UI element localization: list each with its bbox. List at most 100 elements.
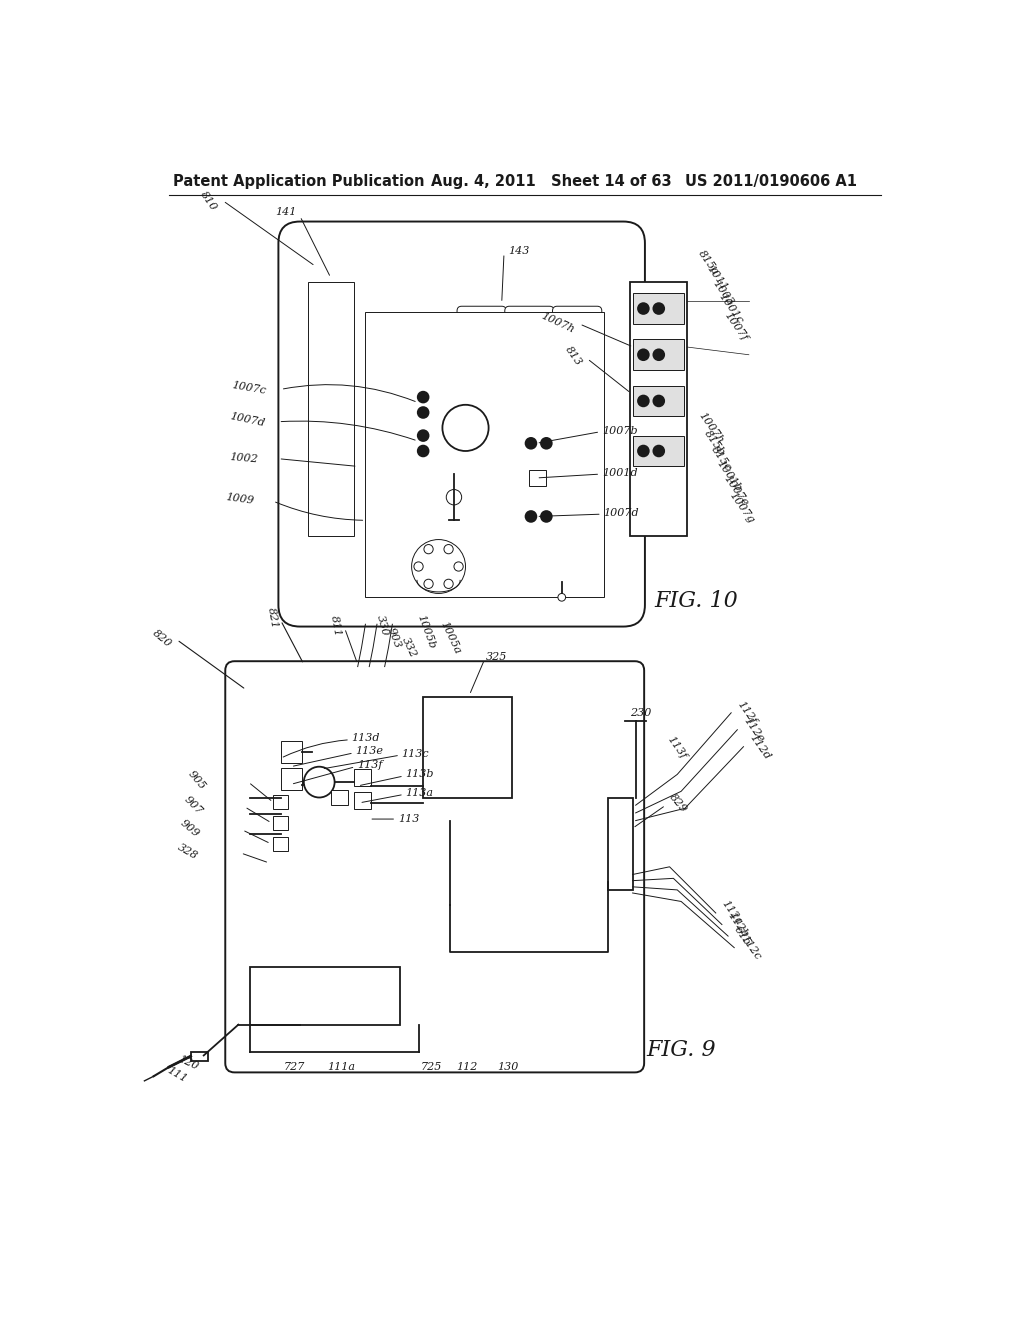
Text: 113f: 113f: [357, 760, 382, 770]
Text: 1005b: 1005b: [416, 614, 437, 651]
Text: 328: 328: [176, 842, 200, 861]
FancyBboxPatch shape: [505, 347, 554, 388]
Text: 903: 903: [386, 627, 402, 649]
Text: Patent Application Publication: Patent Application Publication: [173, 174, 424, 189]
Circle shape: [446, 490, 462, 506]
Text: FIG. 10: FIG. 10: [654, 590, 738, 612]
Text: FIG. 9: FIG. 9: [646, 1039, 716, 1061]
Text: 113f: 113f: [666, 734, 688, 760]
Circle shape: [304, 767, 335, 797]
Circle shape: [638, 446, 649, 457]
Text: 725: 725: [420, 1063, 441, 1072]
Text: 112e: 112e: [741, 715, 765, 744]
Text: 905: 905: [186, 770, 208, 792]
Text: 815b: 815b: [702, 429, 727, 458]
Bar: [423, 697, 512, 797]
Bar: [354, 770, 371, 785]
FancyBboxPatch shape: [553, 306, 602, 348]
Circle shape: [414, 562, 423, 572]
Text: 332: 332: [400, 635, 418, 659]
Circle shape: [424, 545, 433, 554]
Text: 1005a: 1005a: [438, 620, 463, 656]
Bar: [528, 470, 546, 486]
Text: 1007b: 1007b: [602, 426, 637, 436]
Circle shape: [418, 430, 429, 441]
Bar: [633, 293, 684, 323]
Text: 821: 821: [265, 607, 280, 630]
Text: 112b: 112b: [726, 909, 751, 939]
Bar: [633, 385, 684, 416]
Circle shape: [418, 392, 429, 403]
Text: 811: 811: [329, 614, 342, 638]
Bar: [366, 313, 604, 598]
Text: 1001d: 1001d: [602, 467, 637, 478]
Text: US 2011/0190606 A1: US 2011/0190606 A1: [685, 174, 857, 189]
Text: 113b: 113b: [406, 770, 434, 779]
Circle shape: [424, 579, 433, 589]
Text: 1007f: 1007f: [723, 310, 750, 342]
Bar: [273, 816, 289, 830]
Text: 810: 810: [199, 189, 219, 213]
Bar: [331, 789, 348, 805]
Circle shape: [638, 350, 649, 360]
Text: 1007h: 1007h: [696, 411, 725, 445]
Text: 815a: 815a: [696, 248, 721, 277]
Circle shape: [653, 304, 665, 314]
FancyBboxPatch shape: [505, 306, 554, 348]
Text: 1007d: 1007d: [603, 508, 639, 517]
Text: 820: 820: [151, 627, 173, 649]
Text: 909: 909: [178, 817, 202, 840]
Circle shape: [638, 396, 649, 407]
Text: 1007e: 1007e: [721, 474, 750, 508]
Text: 112f: 112f: [735, 700, 758, 726]
Bar: [281, 742, 302, 763]
Bar: [633, 339, 684, 370]
Text: 815c: 815c: [709, 445, 733, 473]
Bar: [273, 837, 289, 850]
FancyBboxPatch shape: [457, 306, 506, 348]
Text: 113e: 113e: [355, 746, 383, 756]
Text: 120: 120: [177, 1055, 201, 1072]
Text: 113c: 113c: [401, 748, 429, 759]
Bar: [354, 792, 371, 809]
Text: 130: 130: [498, 1063, 518, 1072]
Circle shape: [418, 407, 429, 418]
Text: 111a: 111a: [327, 1063, 354, 1072]
Bar: [633, 436, 684, 466]
Circle shape: [638, 304, 649, 314]
Text: 615: 615: [732, 924, 753, 948]
Text: 112a: 112a: [720, 899, 743, 928]
Text: 1007d: 1007d: [229, 412, 266, 429]
Text: 330: 330: [376, 614, 390, 638]
Text: 1001c: 1001c: [717, 292, 744, 326]
Circle shape: [418, 446, 429, 457]
FancyBboxPatch shape: [553, 347, 602, 388]
Bar: [273, 795, 289, 809]
Circle shape: [442, 405, 488, 451]
Text: 1007g: 1007g: [727, 491, 756, 525]
FancyBboxPatch shape: [279, 222, 645, 627]
Bar: [608, 797, 633, 890]
Text: 325: 325: [486, 652, 508, 663]
Bar: [307, 281, 354, 536]
Circle shape: [541, 438, 552, 449]
Text: 829: 829: [668, 792, 689, 814]
Text: 113: 113: [397, 814, 419, 824]
Circle shape: [558, 594, 565, 601]
Circle shape: [653, 350, 665, 360]
Bar: [250, 966, 400, 1024]
Circle shape: [653, 446, 665, 457]
Circle shape: [412, 540, 466, 594]
Circle shape: [525, 511, 537, 521]
Text: 112: 112: [457, 1063, 478, 1072]
Text: 907: 907: [182, 795, 205, 816]
Text: 141: 141: [274, 207, 296, 218]
Text: 112d: 112d: [748, 733, 772, 762]
Text: 813: 813: [563, 345, 584, 368]
Text: 1007h: 1007h: [539, 310, 575, 334]
Text: Aug. 4, 2011   Sheet 14 of 63: Aug. 4, 2011 Sheet 14 of 63: [431, 174, 672, 189]
Circle shape: [541, 511, 552, 521]
Text: 143: 143: [508, 246, 529, 256]
FancyBboxPatch shape: [225, 661, 644, 1072]
Circle shape: [525, 438, 537, 449]
